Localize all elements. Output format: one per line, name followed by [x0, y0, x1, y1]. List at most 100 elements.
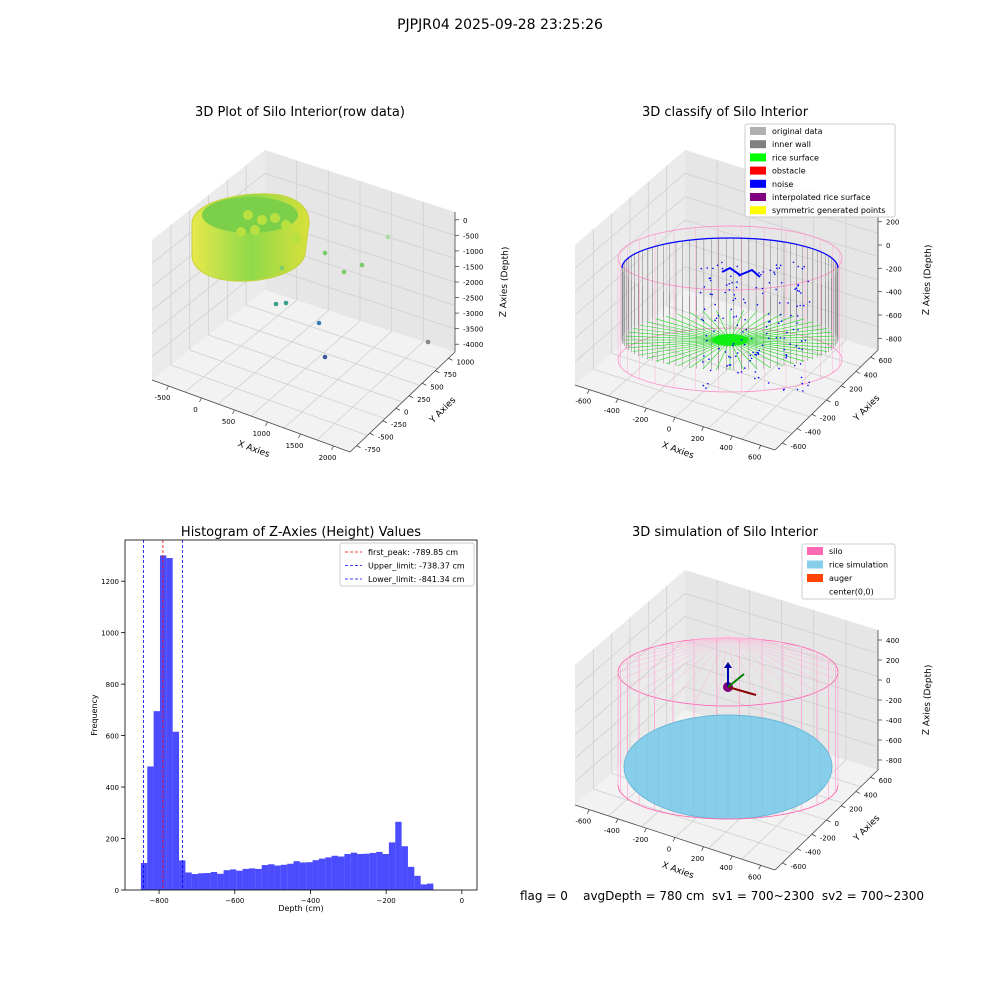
- plot1-y-tick: [435, 370, 440, 374]
- plot4-x-tick: [672, 837, 676, 842]
- plot2-y-tick: [811, 413, 816, 417]
- plot2-noise-point: [735, 315, 738, 318]
- plot2-noise-point: [779, 337, 782, 339]
- plot2-legend-swatch: [750, 127, 766, 135]
- plot4-auger-x-arrow: [727, 686, 757, 696]
- plot2-legend-swatch: [750, 166, 766, 175]
- plot4-y-tick: [782, 862, 787, 866]
- plot1-obstacle-point: [270, 213, 280, 223]
- plot2-noise-point: [778, 302, 781, 304]
- plot4-x-tick: [615, 818, 619, 824]
- histogram-x-tick-label: 0: [460, 897, 464, 905]
- plot2-noise-point: [731, 281, 733, 284]
- plot2-noise-point: [743, 343, 746, 346]
- plot2-noise-point: [778, 367, 780, 370]
- plot2-noise-point: [775, 337, 778, 339]
- histogram-bar: [407, 866, 415, 890]
- plot4-legend-swatch: [807, 587, 823, 596]
- plot2-noise-point: [709, 293, 712, 295]
- plot2-noise-point: [721, 261, 723, 264]
- plot2-zlabel: Z Axies (Depth): [922, 245, 934, 316]
- plot1-floor-pane: [152, 290, 455, 452]
- plot2-noise-point: [703, 355, 705, 357]
- plot2-noise-point: [735, 286, 738, 289]
- histogram-legend-label: first_peak: -789.85 cm: [368, 548, 458, 557]
- plot1-x-tick-label: 1000: [253, 430, 271, 438]
- histogram-bar: [223, 870, 230, 890]
- plot2-noise-point: [703, 308, 706, 310]
- plot2-legend-swatch: [750, 140, 766, 149]
- plot1-x-tick-label: 1500: [286, 442, 304, 450]
- plot4-x-tick-label: 600: [748, 873, 761, 881]
- plot4-silo-roof-line: [693, 636, 729, 705]
- plot4-y-tick: [826, 819, 831, 823]
- plot2-noise-point: [757, 353, 760, 356]
- plot2-noise-point: [769, 269, 772, 272]
- plot2-noise-point: [796, 322, 798, 324]
- plot1-y-tick-label: -750: [365, 446, 381, 454]
- plot2-noise-point: [799, 363, 802, 365]
- plot2-noise-point: [767, 337, 770, 340]
- plot2-legend-swatch: [750, 193, 766, 201]
- plot4-legend-swatch: [807, 547, 823, 555]
- figure-title: PJPJR04 2025-09-28 23:25:26: [397, 17, 603, 33]
- histogram-bar: [166, 558, 173, 890]
- status-caption: flag = 0 avgDepth = 780 cm sv1 = 700~230…: [520, 889, 925, 903]
- plot4-silo-roof-line: [716, 636, 729, 706]
- plot1-outlier-point: [279, 265, 285, 271]
- plot4-silo-roof-line: [654, 636, 729, 698]
- plot1-y-tick: [408, 395, 414, 399]
- histogram-bar: [236, 870, 243, 890]
- histogram-y-tick-label: 1000: [101, 630, 119, 638]
- plot2-noise-point: [798, 347, 800, 350]
- plot1-outlier-point: [425, 339, 431, 345]
- histogram-bar: [261, 865, 269, 890]
- plot2-noise-point: [793, 364, 796, 367]
- plot2-noise-point: [712, 267, 714, 270]
- plot2-noise-point: [742, 298, 745, 301]
- histogram-bar: [344, 853, 351, 890]
- plot1-y-tick: [395, 407, 401, 411]
- plot2-noise-point: [707, 382, 709, 385]
- plot1-x-tick: [298, 433, 301, 439]
- plot1-outlier-point: [359, 262, 365, 268]
- plot1-obstacle-point: [250, 225, 260, 235]
- plot2-noise-point: [807, 384, 809, 387]
- plot4-z-tick-label: 400: [886, 637, 899, 645]
- plot2-noise-point: [797, 265, 800, 268]
- histogram-ylabel: Frequency: [90, 694, 99, 736]
- histogram-y-tick-label: 200: [106, 836, 119, 844]
- histogram-bar: [242, 868, 249, 890]
- plot2-noise-point: [785, 355, 788, 357]
- histogram-bar: [306, 862, 313, 890]
- histogram-bar: [382, 853, 389, 890]
- plot2-noise-point: [780, 320, 783, 323]
- plot2-noise-point: [801, 267, 804, 270]
- plot2-noise-point: [728, 283, 731, 285]
- plot4-silo-roof-line: [627, 636, 729, 659]
- plot4-silo-roof-line: [727, 636, 836, 666]
- plot4-silo-wire: [617, 784, 839, 820]
- plot1-outlier-point: [341, 269, 347, 275]
- plot1-title: 3D Plot of Silo Interior(row data): [195, 105, 405, 120]
- plot2-legend-label: symmetric generated points: [772, 206, 885, 215]
- plot1-z-tick-label: -1000: [463, 248, 483, 256]
- plot2-noise-point: [775, 264, 778, 266]
- plot2-noise-point: [715, 317, 718, 320]
- plot2-noise-point: [785, 353, 787, 356]
- plot1-outlier-point: [322, 354, 328, 360]
- plot2-noise-point: [714, 303, 716, 306]
- plot4-y-tick-label: -200: [820, 834, 836, 842]
- plot4-y-tick-label: 600: [879, 777, 892, 785]
- plot2-noise-point: [703, 286, 706, 288]
- plot2-x-tick: [586, 389, 590, 394]
- plot1-z-tick-label: 0: [463, 217, 467, 225]
- plot2-noise-point: [795, 345, 798, 347]
- plot2-noise-point: [711, 293, 713, 296]
- plot1-obstacle-point: [236, 227, 246, 237]
- plot2-noise-point: [732, 343, 735, 345]
- histogram-bar: [350, 852, 358, 890]
- plot4-x-tick: [586, 809, 590, 814]
- plot1-y-tick-label: -500: [378, 433, 394, 441]
- plot2-noise-point: [701, 318, 703, 321]
